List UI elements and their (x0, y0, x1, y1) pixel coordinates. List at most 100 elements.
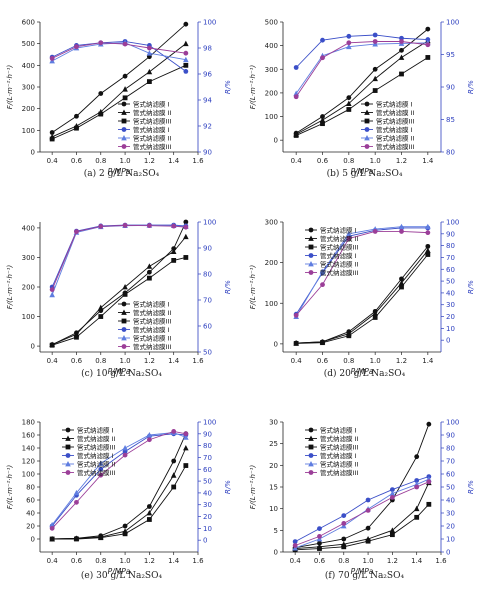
x-tick-label: 0.8 (343, 357, 354, 365)
data-point (320, 121, 325, 127)
series-line (51, 224, 186, 290)
x-tick-label: 0.4 (47, 357, 59, 365)
data-point (183, 445, 189, 451)
x-axis-label: P/MPa (108, 167, 131, 176)
data-point (74, 229, 79, 235)
data-point (320, 114, 325, 119)
y-tick-label: 5 (274, 527, 278, 535)
data-point (49, 130, 55, 135)
legend-marker (364, 144, 370, 149)
y-tick-label: 0 (31, 536, 35, 544)
data-series (49, 445, 189, 542)
data-point (122, 41, 128, 47)
data-point (146, 50, 153, 56)
legend-marker (65, 435, 71, 441)
series-line (51, 41, 187, 72)
y-tick-label: 0 (274, 137, 278, 145)
data-point (171, 458, 177, 464)
chart-panel-a: 0.4 0.6 0.8 1.0 1.2 1.4 1.6 0 100 200 300 400 500 600… (0, 0, 243, 200)
legend-entry: 管式纳滤膜III (77, 443, 115, 452)
data-series (293, 229, 431, 318)
data-point (399, 39, 404, 44)
data-point (183, 21, 189, 27)
x-tick-label: 1.2 (144, 557, 155, 565)
legend-marker (308, 235, 314, 241)
chart-caption: (b) 5 g/L Na₂SO₄ (326, 169, 403, 179)
y-tick-label: 20 (26, 523, 35, 531)
data-point (49, 287, 55, 292)
data-point (414, 478, 420, 483)
data-point (399, 71, 404, 77)
legend-entry: 管式纳滤膜III (77, 468, 115, 477)
data-point (98, 466, 104, 472)
x-axis-label: P/MPa (351, 567, 374, 576)
x-tick-label: 1.4 (422, 357, 434, 365)
data-point (372, 88, 378, 93)
data-point (122, 86, 128, 92)
chart-panel-b: 0.4 0.6 0.8 1.0 1.2 1.4 0 100 200 300 400 500 80 85 90… (243, 0, 486, 200)
legend-marker (65, 470, 71, 475)
x-axis-label: P/MPa (108, 367, 131, 376)
data-series (293, 26, 431, 136)
y-tick-label: 100 (22, 471, 35, 479)
x-tick-label: 0.4 (291, 157, 303, 165)
data-point (49, 536, 55, 542)
y-tick-label: 25 (269, 440, 278, 448)
legend-entry: 管式纳滤膜III (376, 142, 414, 151)
legend-marker (65, 444, 71, 450)
data-point (49, 521, 55, 528)
data-series (49, 255, 189, 348)
data-series (293, 247, 431, 346)
x-axis-label: P/MPa (108, 567, 131, 576)
y2-tick-label: 92 (203, 123, 212, 131)
y2-tick-label: 90 (446, 432, 455, 440)
y2-tick-label: 40 (203, 489, 212, 497)
data-point (414, 484, 420, 490)
data-point (372, 75, 378, 82)
x-tick-label: 1.2 (387, 557, 398, 565)
x-tick-label: 1.4 (168, 357, 180, 365)
chart-panel-f: 0.4 0.6 0.8 1.0 1.2 1.4 1.6 0 5 10 15 20 25 30 0 10 20 30… (243, 400, 486, 600)
legend-entry: 管式纳滤膜 II (133, 334, 171, 343)
series-line (295, 42, 428, 94)
data-point (372, 66, 378, 72)
y-tick-label: 500 (22, 40, 35, 48)
data-series (49, 233, 189, 348)
series-line (295, 34, 428, 68)
legend-marker (308, 427, 314, 433)
data-point (425, 252, 431, 257)
legend-entry: 管式纳滤膜 II (77, 460, 115, 469)
y2-tick-label: 20 (446, 313, 455, 321)
data-point (320, 282, 325, 288)
legend-marker (121, 309, 127, 315)
y2-tick-label: 50 (446, 484, 455, 492)
data-series (293, 225, 431, 317)
data-point (341, 513, 347, 518)
y-tick-label: 20 (269, 462, 278, 470)
data-point (49, 291, 55, 298)
data-point (170, 472, 177, 478)
data-point (122, 445, 128, 451)
data-point (399, 47, 404, 53)
data-series (49, 431, 189, 542)
data-point (292, 539, 298, 544)
data-point (183, 224, 189, 230)
x-tick-label: 0.4 (47, 557, 59, 565)
data-point (74, 44, 79, 50)
data-point (183, 431, 189, 437)
data-point (74, 125, 79, 131)
data-point (425, 223, 431, 230)
data-series (293, 252, 431, 346)
legend-entry: 管式纳滤膜 I (320, 451, 357, 460)
legend-marker (121, 335, 127, 341)
legend-marker (364, 127, 370, 132)
data-series (293, 32, 431, 70)
data-point (341, 544, 347, 550)
series-line (296, 250, 429, 344)
data-point (49, 56, 55, 61)
data-point (293, 312, 299, 318)
x-tick-label: 1.6 (192, 357, 204, 365)
y2-tick-label: 20 (446, 523, 455, 531)
series-line (295, 57, 429, 136)
